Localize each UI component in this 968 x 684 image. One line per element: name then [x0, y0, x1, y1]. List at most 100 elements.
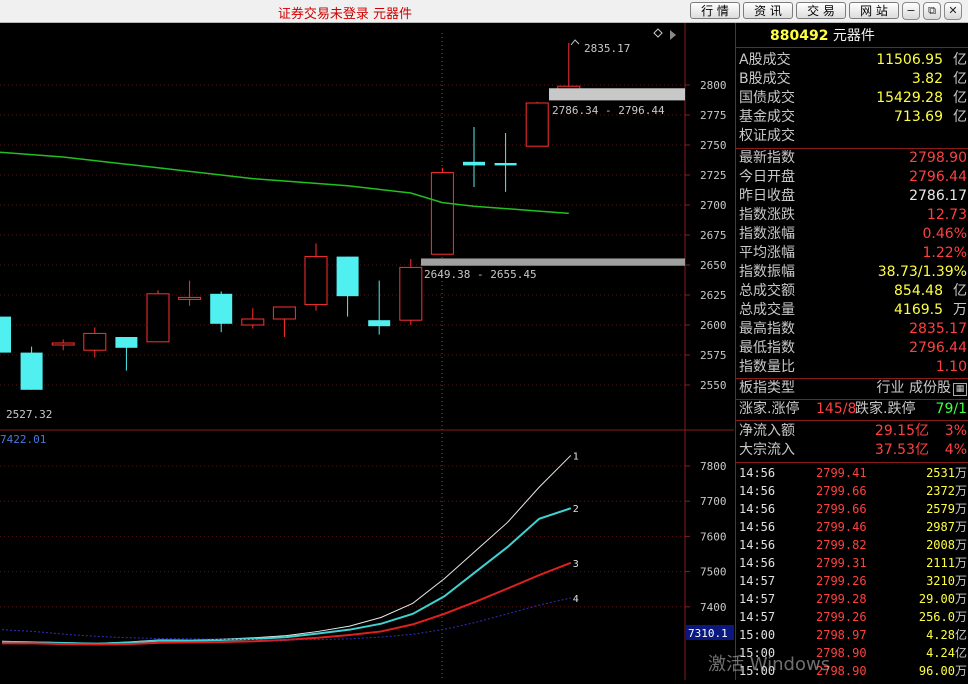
candle[interactable]: [525, 101, 549, 147]
candle-body: [525, 102, 549, 147]
candle[interactable]: [83, 327, 107, 358]
candle[interactable]: [115, 337, 138, 371]
tick-volume: 2372万: [926, 484, 967, 498]
tick-time: 14:56: [739, 466, 776, 480]
candle[interactable]: [463, 127, 485, 187]
candle-body: [210, 293, 233, 324]
candle-body: [494, 163, 517, 166]
tick-volume: 2008万: [926, 538, 967, 552]
indicator-line-1: [1, 455, 572, 644]
tick-row[interactable]: 14:56 2799.66 2579万: [736, 500, 968, 518]
upper-gap-label: 2786.34 - 2796.44: [552, 104, 665, 117]
candle[interactable]: [20, 346, 43, 390]
close-icon[interactable]: ✕: [944, 2, 962, 20]
restore-icon[interactable]: ⧉: [923, 2, 941, 20]
website-button[interactable]: 网 站: [849, 2, 899, 19]
tick-row[interactable]: 14:56 2799.66 2372万: [736, 482, 968, 500]
tick-row[interactable]: 14:57 2799.28 29.00万: [736, 590, 968, 608]
high-arrow-icon: [570, 39, 580, 46]
tick-price: 2799.82: [816, 538, 867, 552]
row-value: 3.82: [911, 71, 943, 87]
candle[interactable]: [399, 259, 423, 325]
trade-button[interactable]: 交 易: [796, 2, 846, 19]
turnover-row: 基金成交 713.69 亿: [736, 108, 968, 127]
price-tick-label: 2650: [700, 259, 727, 272]
grid-icon[interactable]: ▦: [953, 383, 967, 396]
tick-price: 2799.28: [816, 592, 867, 606]
indicator-line-4: [1, 597, 571, 641]
tick-row[interactable]: 14:56 2799.82 2008万: [736, 536, 968, 554]
indicator-tick-label: 7700: [700, 495, 727, 508]
candle[interactable]: [178, 280, 202, 306]
tick-row[interactable]: 14:57 2799.26 3210万: [736, 572, 968, 590]
candles[interactable]: [0, 43, 581, 390]
lower-gap-label: 2649.38 - 2655.45: [424, 268, 537, 281]
plate-type-row[interactable]: 板指类型 行业 成份股 ▦: [736, 379, 968, 398]
tick-row[interactable]: 15:00 2798.90 96.00万: [736, 662, 968, 680]
row-value: 38.73/1.39%: [877, 264, 967, 280]
expand-icon[interactable]: [670, 30, 676, 40]
tick-volume: 29.00万: [918, 592, 967, 606]
row-label: 基金成交: [739, 109, 795, 125]
indicator-grid: [0, 465, 685, 608]
turnover-row: 国债成交 15429.28 亿: [736, 89, 968, 108]
turnover-row: B股成交 3.82 亿: [736, 70, 968, 89]
tick-price: 2798.90: [816, 664, 867, 678]
minimize-icon[interactable]: −: [902, 2, 920, 20]
tick-time: 14:57: [739, 592, 776, 606]
net-inflow-pct: 3%: [944, 423, 967, 439]
kline-chart[interactable]: 2835.17 2527.32 2786.34 - 2796.44 2649.3…: [0, 23, 734, 680]
candle-body: [368, 320, 391, 327]
row-label: 指数涨幅: [739, 226, 795, 242]
tick-volume: 4.24亿: [926, 646, 967, 660]
tick-price: 2799.46: [816, 520, 867, 534]
price-tick-label: 2800: [700, 79, 727, 92]
row-label: 总成交量: [739, 302, 795, 318]
row-label: 最低指数: [739, 340, 795, 356]
market-button[interactable]: 行 情: [690, 2, 740, 19]
net-inflow-label: 净流入额: [739, 423, 795, 439]
tick-time: 15:00: [739, 646, 776, 660]
candle-body: [20, 352, 43, 390]
tick-volume: 2111万: [926, 556, 967, 570]
candle[interactable]: [146, 290, 170, 343]
divider: [736, 378, 968, 379]
tick-row[interactable]: 14:57 2799.26 256.0万: [736, 608, 968, 626]
news-button[interactable]: 资 讯: [743, 2, 793, 19]
candle[interactable]: [368, 280, 391, 335]
candle[interactable]: [430, 167, 454, 255]
chart-area[interactable]: 2835.17 2527.32 2786.34 - 2796.44 2649.3…: [0, 23, 734, 680]
candle[interactable]: [51, 339, 75, 351]
diamond-icon[interactable]: [653, 28, 663, 38]
panel-header: 880492 元器件: [736, 25, 968, 47]
candle-body: [399, 266, 423, 321]
quote-panel: 880492 元器件 A股成交 11506.95 亿 B股成交 3.82 亿国债成交 154…: [735, 23, 968, 680]
row-label: B股成交: [739, 71, 791, 87]
candle[interactable]: [557, 43, 581, 91]
candle[interactable]: [0, 316, 11, 353]
tick-row[interactable]: 15:00 2798.90 4.24亿: [736, 644, 968, 662]
tick-row[interactable]: 14:56 2799.41 2531万: [736, 464, 968, 482]
candle[interactable]: [304, 243, 328, 311]
tick-row[interactable]: 14:56 2799.46 2987万: [736, 518, 968, 536]
upper-gap-band: [549, 88, 685, 101]
row-value: 2798.90: [909, 150, 967, 166]
tick-row[interactable]: 15:00 2798.97 4.28亿: [736, 626, 968, 644]
row-value: 2796.44: [909, 169, 967, 185]
candle[interactable]: [494, 133, 517, 192]
row-label: 指数振幅: [739, 264, 795, 280]
price-tick-label: 2775: [700, 109, 727, 122]
tick-price: 2799.26: [816, 574, 867, 588]
candle[interactable]: [336, 256, 359, 317]
candle[interactable]: [272, 306, 296, 337]
stat-row: 指数涨幅 0.46%: [736, 225, 968, 244]
title-bar: 证券交易未登录 元器件 行 情 资 讯 交 易 网 站 − ⧉ ✕: [0, 0, 968, 23]
rise-fall-row: 涨家.涨停 145/8 跌家.跌停 79/1: [736, 400, 968, 419]
candle[interactable]: [210, 291, 233, 333]
row-unit: 亿: [953, 90, 967, 106]
tick-row[interactable]: 14:56 2799.31 2111万: [736, 554, 968, 572]
net-inflow-value: 29.15亿: [874, 423, 929, 439]
row-label: 最新指数: [739, 150, 795, 166]
tick-time: 15:00: [739, 628, 776, 642]
candle[interactable]: [241, 308, 265, 329]
